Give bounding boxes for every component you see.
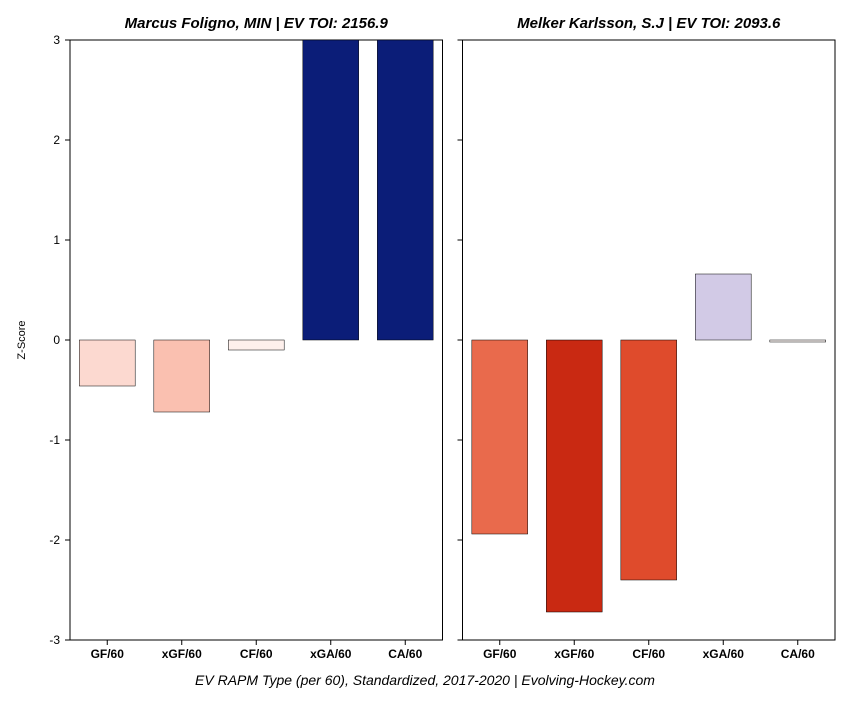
y-tick-label: 0 bbox=[53, 333, 60, 347]
y-tick-label: 1 bbox=[53, 233, 60, 247]
y-tick-label: 2 bbox=[53, 133, 60, 147]
rapm-comparison-chart: Marcus Foligno, MIN | EV TOI: 2156.9 -3 -2… bbox=[0, 0, 850, 700]
x-tick-label: xGA/60 bbox=[310, 647, 352, 661]
bar bbox=[154, 340, 210, 412]
y-tick-label: -3 bbox=[49, 633, 60, 647]
bar bbox=[79, 340, 135, 386]
bar bbox=[546, 340, 602, 612]
y-tick-label: 3 bbox=[53, 33, 60, 47]
bar bbox=[695, 274, 751, 340]
bar bbox=[621, 340, 677, 580]
y-axis-label: Z-Score bbox=[16, 320, 28, 359]
bar bbox=[472, 340, 528, 534]
x-tick-label: xGF/60 bbox=[162, 647, 202, 661]
footer-label: EV RAPM Type (per 60), Standardized, 201… bbox=[195, 672, 655, 688]
x-tick-label: CF/60 bbox=[240, 647, 273, 661]
x-tick-label: GF/60 bbox=[483, 647, 517, 661]
x-tick-label: CF/60 bbox=[632, 647, 665, 661]
panel-title: Marcus Foligno, MIN | EV TOI: 2156.9 bbox=[125, 15, 389, 32]
x-tick-label: xGA/60 bbox=[703, 647, 745, 661]
panel-title: Melker Karlsson, S.J | EV TOI: 2093.6 bbox=[517, 15, 781, 32]
y-tick-label: -2 bbox=[49, 533, 60, 547]
bar bbox=[228, 340, 284, 350]
x-tick-label: GF/60 bbox=[91, 647, 125, 661]
bar bbox=[770, 340, 826, 342]
x-tick-label: CA/60 bbox=[388, 647, 422, 661]
y-tick-label: -1 bbox=[49, 433, 60, 447]
x-tick-label: CA/60 bbox=[781, 647, 815, 661]
x-tick-label: xGF/60 bbox=[554, 647, 594, 661]
bar bbox=[377, 40, 433, 340]
bar bbox=[303, 40, 359, 340]
